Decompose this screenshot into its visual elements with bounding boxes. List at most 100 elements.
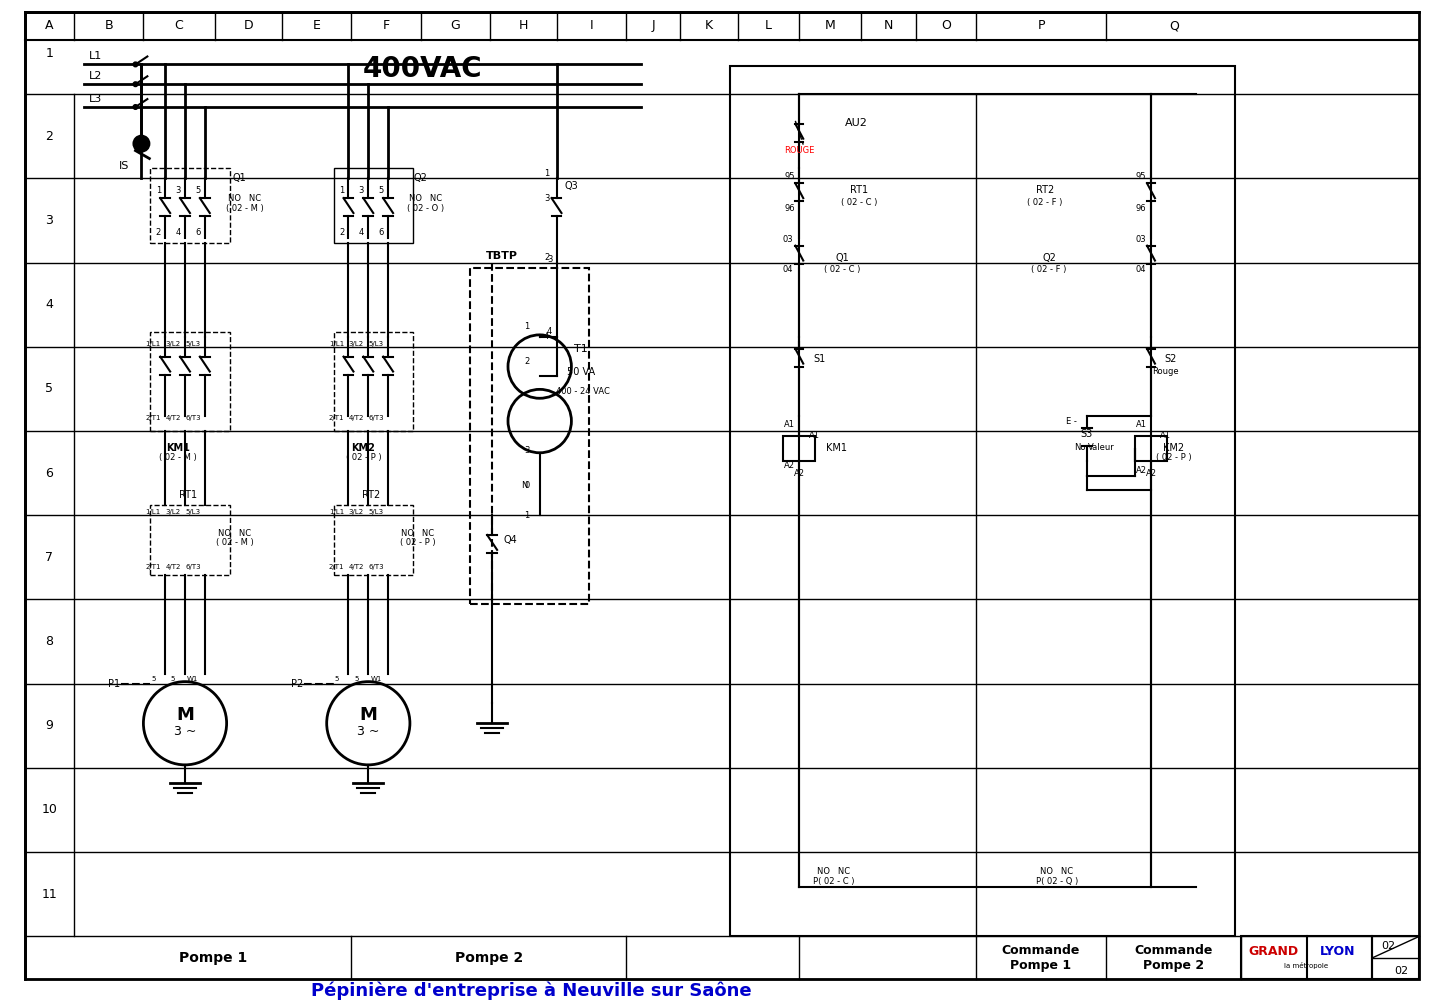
Text: N: N [521, 481, 527, 490]
Text: P( 02 - Q ): P( 02 - Q ) [1035, 877, 1079, 886]
Text: 5: 5 [354, 676, 358, 682]
Text: ( 02 - C ): ( 02 - C ) [823, 265, 861, 274]
Text: 5/L3: 5/L3 [185, 341, 201, 347]
Text: ( 02 - P ): ( 02 - P ) [345, 453, 381, 462]
Bar [150, 332, 230, 431]
Text: 4: 4 [547, 327, 552, 336]
Text: A: A [45, 19, 53, 32]
Text: 95: 95 [784, 172, 794, 181]
Text: 02: 02 [1395, 966, 1409, 976]
Text: 1: 1 [45, 47, 53, 60]
Text: 6/T3: 6/T3 [185, 564, 201, 570]
Text: NO   NC: NO NC [218, 529, 251, 538]
Text: ( 02 - O ): ( 02 - O ) [407, 204, 445, 213]
Text: 02: 02 [1382, 941, 1396, 951]
Text: 2/T1: 2/T1 [146, 564, 162, 570]
Text: ( 02 - M ): ( 02 - M ) [215, 538, 254, 547]
Text: 3: 3 [544, 194, 549, 203]
Text: E: E [313, 19, 321, 32]
Text: 5: 5 [335, 676, 339, 682]
Bar [729, 66, 1235, 936]
Text: Commande
Pompe 1: Commande Pompe 1 [1002, 944, 1080, 972]
Text: P2: P2 [290, 679, 303, 689]
Text: 5: 5 [195, 186, 201, 195]
Text: 4/T2: 4/T2 [166, 564, 180, 570]
Text: 2: 2 [339, 228, 344, 237]
Text: Rouge: Rouge [1152, 367, 1180, 376]
Text: 1/L1: 1/L1 [146, 341, 160, 347]
Text: 400VAC: 400VAC [362, 55, 482, 83]
Circle shape [133, 82, 137, 86]
Text: G: G [451, 19, 461, 32]
Text: RT1: RT1 [849, 185, 868, 195]
Text: 0: 0 [524, 481, 530, 490]
Text: S1: S1 [813, 354, 825, 364]
Text: 1: 1 [524, 322, 530, 331]
Text: 04: 04 [783, 265, 793, 274]
Text: L3: L3 [90, 94, 103, 104]
Text: 2: 2 [544, 253, 549, 262]
Text: Q2: Q2 [1043, 253, 1056, 263]
Text: 9: 9 [45, 719, 53, 732]
Text: KM1: KM1 [826, 443, 848, 453]
Text: 6/T3: 6/T3 [368, 415, 384, 421]
Text: 03: 03 [783, 235, 793, 244]
Text: 4: 4 [176, 228, 180, 237]
Text: B: B [104, 19, 113, 32]
Text: 3/L2: 3/L2 [166, 509, 180, 515]
Text: NO   NC: NO NC [817, 867, 851, 876]
Bar [471, 268, 589, 604]
Text: la métropole: la métropole [1285, 962, 1328, 969]
Text: 3/L2: 3/L2 [349, 341, 364, 347]
Bar [150, 505, 230, 575]
Text: NO   NC: NO NC [1040, 867, 1073, 876]
Text: 1/L1: 1/L1 [329, 509, 344, 515]
Text: 4/T2: 4/T2 [348, 564, 364, 570]
Text: Q1: Q1 [232, 173, 247, 183]
Text: A2: A2 [794, 469, 804, 478]
Text: NO   NC: NO NC [409, 194, 442, 203]
Text: S3: S3 [1080, 429, 1093, 439]
Bar [334, 505, 413, 575]
Text: 3: 3 [45, 214, 53, 227]
Text: T1: T1 [575, 344, 588, 354]
Text: 6/T3: 6/T3 [368, 564, 384, 570]
Text: 6: 6 [195, 228, 201, 237]
Text: P( 02 - C ): P( 02 - C ) [813, 877, 855, 886]
Text: 6: 6 [378, 228, 384, 237]
Text: Q2: Q2 [414, 173, 427, 183]
Text: IS: IS [118, 161, 129, 171]
Text: P: P [1037, 19, 1045, 32]
Bar [334, 332, 413, 431]
Text: A1: A1 [784, 420, 794, 429]
Text: ( 02 - F ): ( 02 - F ) [1027, 198, 1063, 207]
Text: Q4: Q4 [503, 535, 517, 545]
Text: GRAND: GRAND [1249, 945, 1300, 958]
Text: 3: 3 [358, 186, 364, 195]
Text: W1: W1 [188, 676, 199, 682]
Text: ( 02 - C ): ( 02 - C ) [840, 198, 877, 207]
Text: 6: 6 [45, 467, 53, 480]
Text: RT1: RT1 [179, 490, 196, 500]
Text: TBTP: TBTP [487, 251, 518, 261]
Text: 3 ~: 3 ~ [173, 725, 196, 738]
Text: F: F [383, 19, 390, 32]
Text: 3: 3 [524, 446, 530, 455]
Text: 04: 04 [1136, 265, 1147, 274]
Text: M: M [176, 706, 193, 724]
Text: 11: 11 [42, 888, 58, 901]
Text: NO   NC: NO NC [228, 194, 261, 203]
Text: Commande
Pompe 2: Commande Pompe 2 [1135, 944, 1213, 972]
Text: KM1: KM1 [166, 443, 191, 453]
Text: H: H [518, 19, 529, 32]
Text: 5: 5 [378, 186, 384, 195]
Text: ( 02 - M ): ( 02 - M ) [225, 204, 263, 213]
Text: C: C [175, 19, 183, 32]
Text: NO   NC: NO NC [401, 529, 435, 538]
Text: P1: P1 [108, 679, 120, 689]
Text: KM2: KM2 [1164, 443, 1184, 453]
Text: ( 02 - P ): ( 02 - P ) [1157, 453, 1191, 462]
Text: 4: 4 [358, 228, 364, 237]
Text: 1: 1 [156, 186, 160, 195]
Text: 96: 96 [784, 204, 794, 213]
